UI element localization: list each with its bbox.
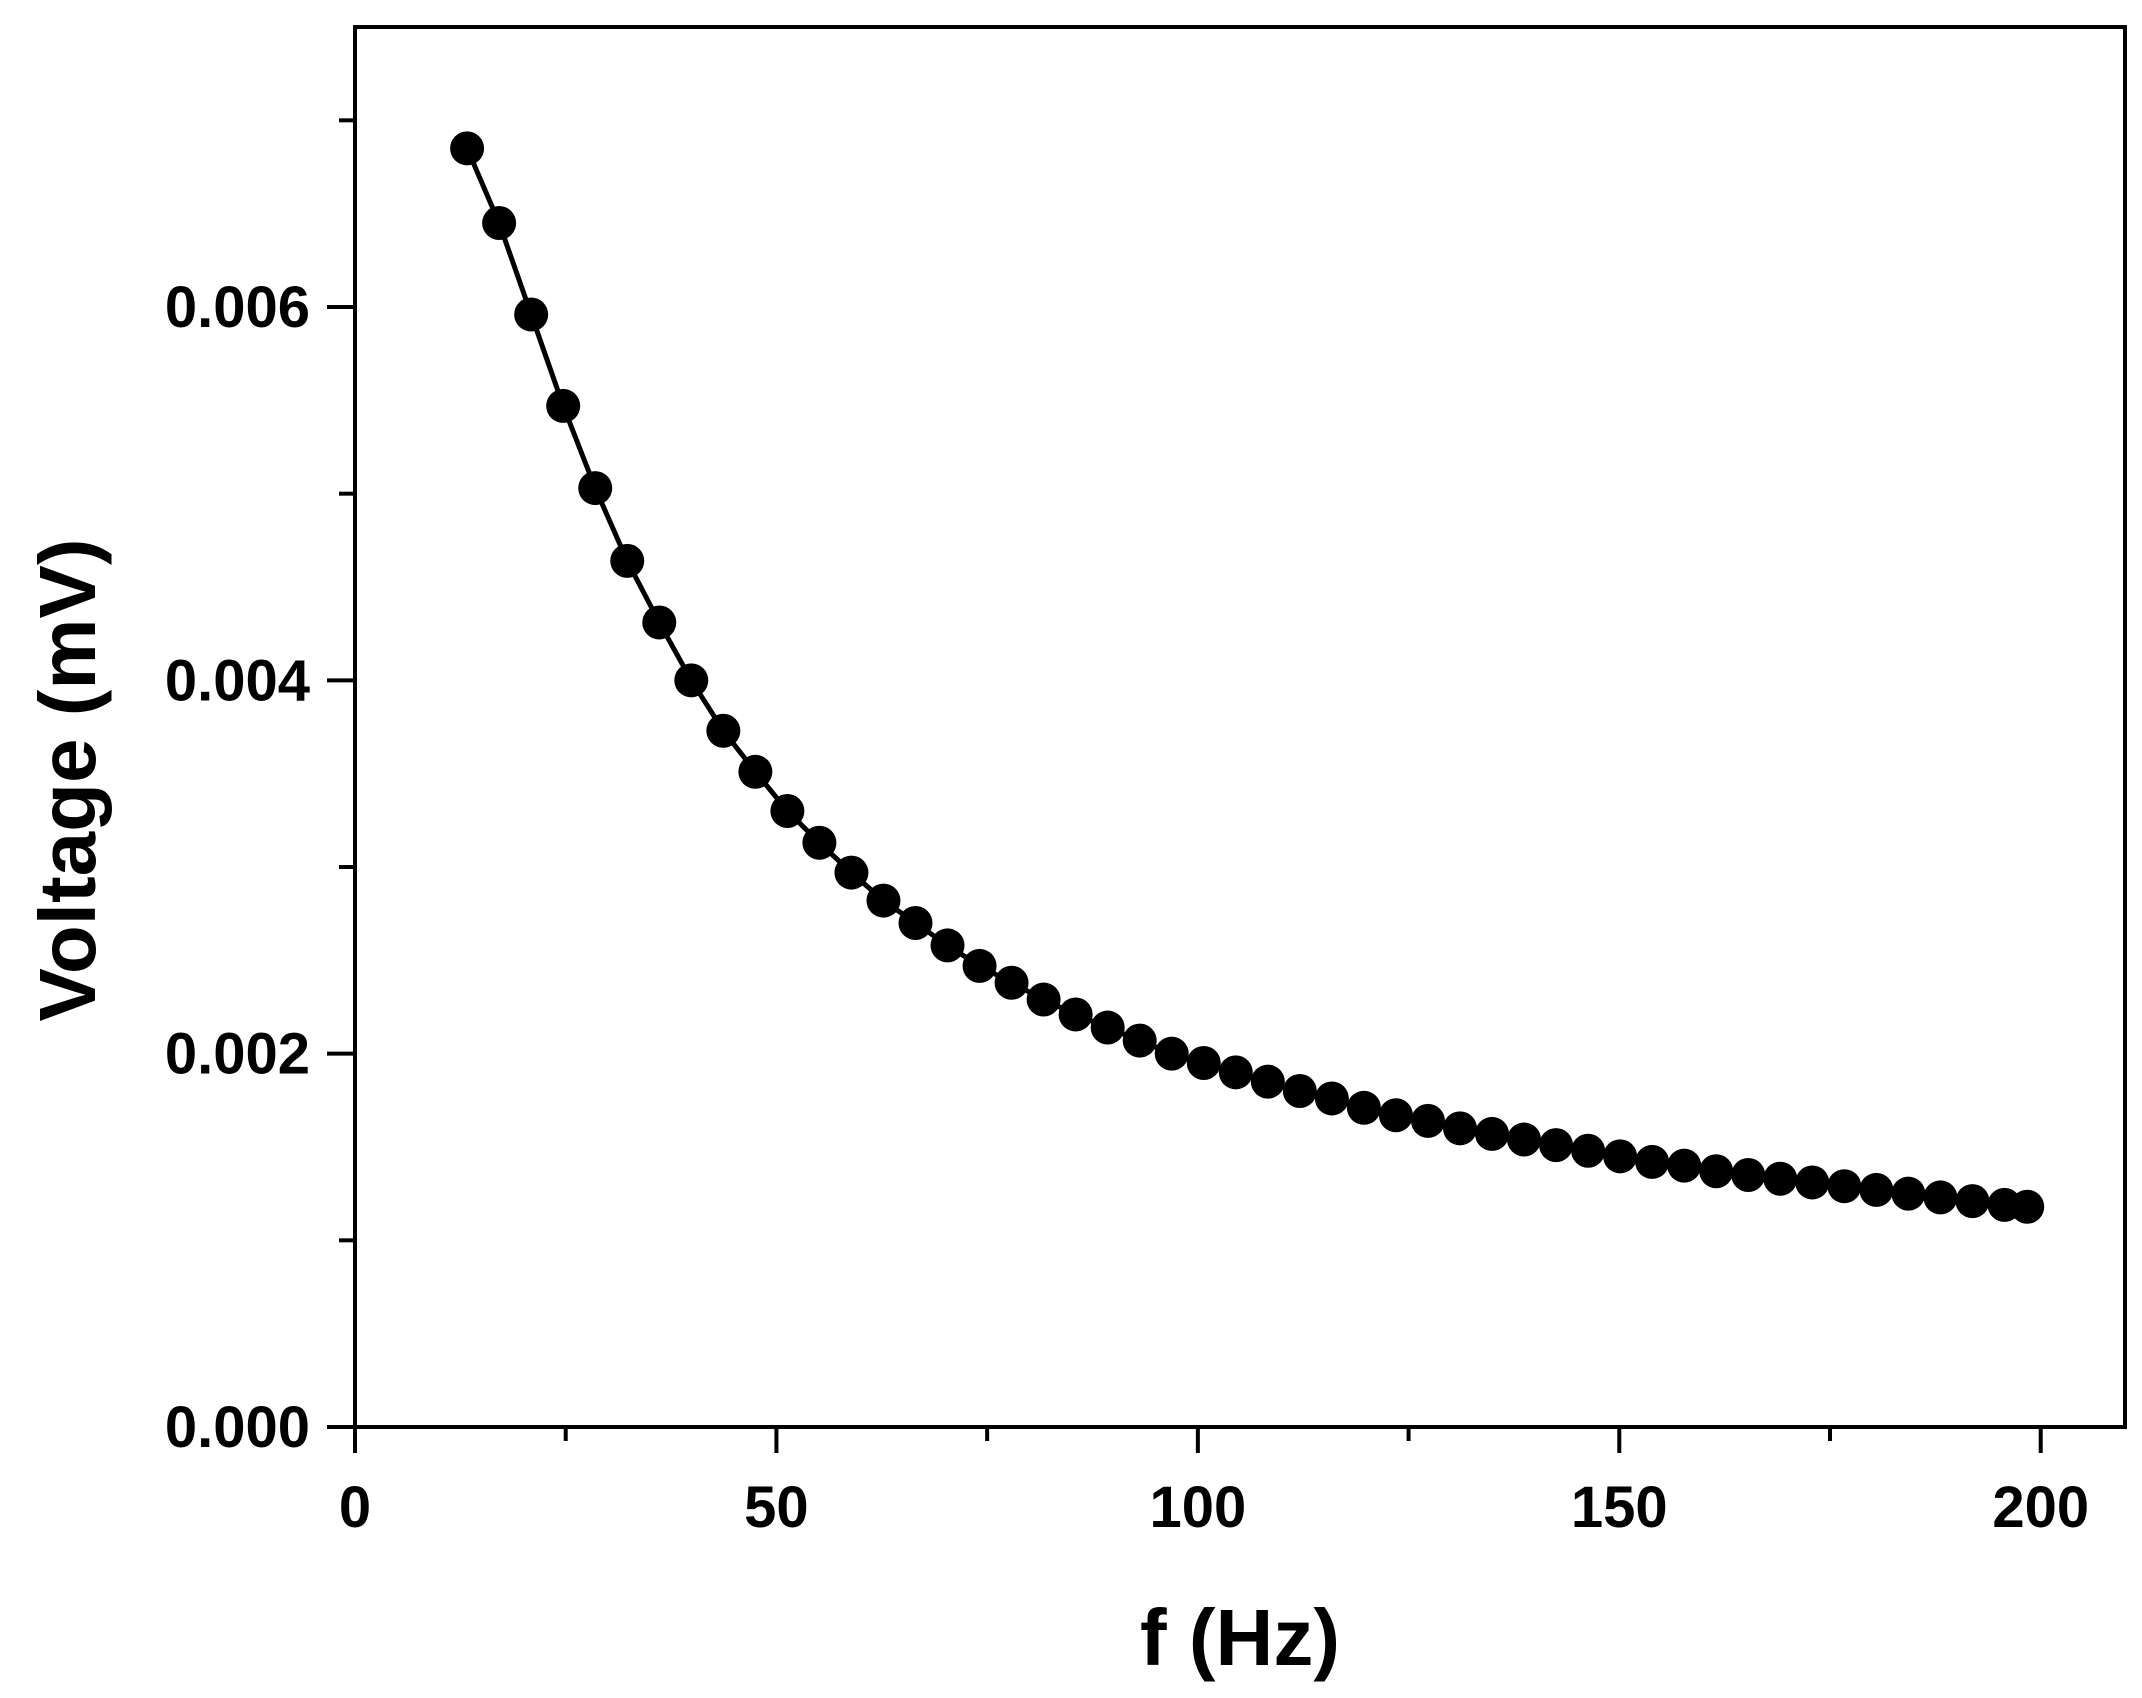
data-point (834, 855, 869, 890)
data-point (2010, 1189, 2045, 1224)
data-point (1571, 1133, 1606, 1168)
x-tick-label: 150 (1571, 1475, 1668, 1540)
data-point (578, 471, 613, 506)
data-point (1699, 1154, 1734, 1189)
data-point (1122, 1023, 1157, 1058)
y-tick-label: 0.006 (165, 275, 310, 340)
data-point (1827, 1169, 1862, 1204)
y-tick-label: 0.000 (165, 1395, 310, 1460)
axis-ticks (327, 118, 2043, 1453)
data-point (1314, 1081, 1349, 1116)
data-point (898, 906, 933, 940)
data-point (1218, 1055, 1253, 1090)
data-point (1539, 1128, 1574, 1163)
x-tick-label: 100 (1149, 1475, 1246, 1540)
data-point (1891, 1176, 1926, 1211)
data-point (802, 825, 837, 860)
data-point (1026, 982, 1061, 1017)
data-point (1763, 1161, 1798, 1196)
axis-tick-labels: 0 50 100 150 200 0.000 0.002 0.004 0.006 (165, 275, 2089, 1540)
data-point (1090, 1010, 1125, 1045)
data-point (546, 388, 581, 423)
plot-frame (353, 25, 2127, 1429)
data-point (1058, 997, 1093, 1032)
data-point (1731, 1158, 1766, 1192)
data-point (1282, 1074, 1317, 1108)
x-axis-title: f (Hz) (1140, 1593, 1340, 1682)
data-point (1859, 1172, 1894, 1207)
data-point (514, 297, 549, 332)
data-point (770, 794, 805, 828)
data-series (450, 131, 2045, 1224)
data-point (610, 543, 645, 578)
data-point (1955, 1184, 1990, 1219)
data-point (1475, 1116, 1510, 1151)
data-point (1250, 1064, 1285, 1099)
x-tick-label: 200 (1992, 1475, 2089, 1540)
data-point (1410, 1103, 1445, 1138)
data-point (738, 754, 773, 789)
y-axis-title: Voltage (mV) (23, 538, 112, 1021)
x-tick-label: 50 (744, 1475, 809, 1540)
data-point (962, 948, 997, 983)
data-point (1186, 1046, 1221, 1080)
data-point (1154, 1036, 1189, 1071)
y-tick-label: 0.002 (165, 1022, 310, 1087)
data-point (1635, 1144, 1670, 1179)
data-point (1923, 1180, 1958, 1215)
data-point (1603, 1139, 1638, 1174)
data-point (1346, 1090, 1381, 1125)
data-point (1378, 1098, 1413, 1133)
data-point (706, 713, 741, 748)
data-point (866, 883, 901, 918)
data-point (1442, 1111, 1477, 1146)
x-tick-label: 0 (339, 1475, 371, 1540)
data-point (930, 928, 965, 963)
data-point (1507, 1122, 1542, 1157)
data-point (1667, 1148, 1702, 1183)
data-point (994, 965, 1029, 1000)
data-point (1795, 1165, 1830, 1200)
data-point (642, 605, 677, 640)
data-point (450, 131, 485, 166)
data-point (674, 663, 709, 698)
data-point (482, 206, 517, 240)
y-tick-label: 0.004 (165, 648, 310, 713)
